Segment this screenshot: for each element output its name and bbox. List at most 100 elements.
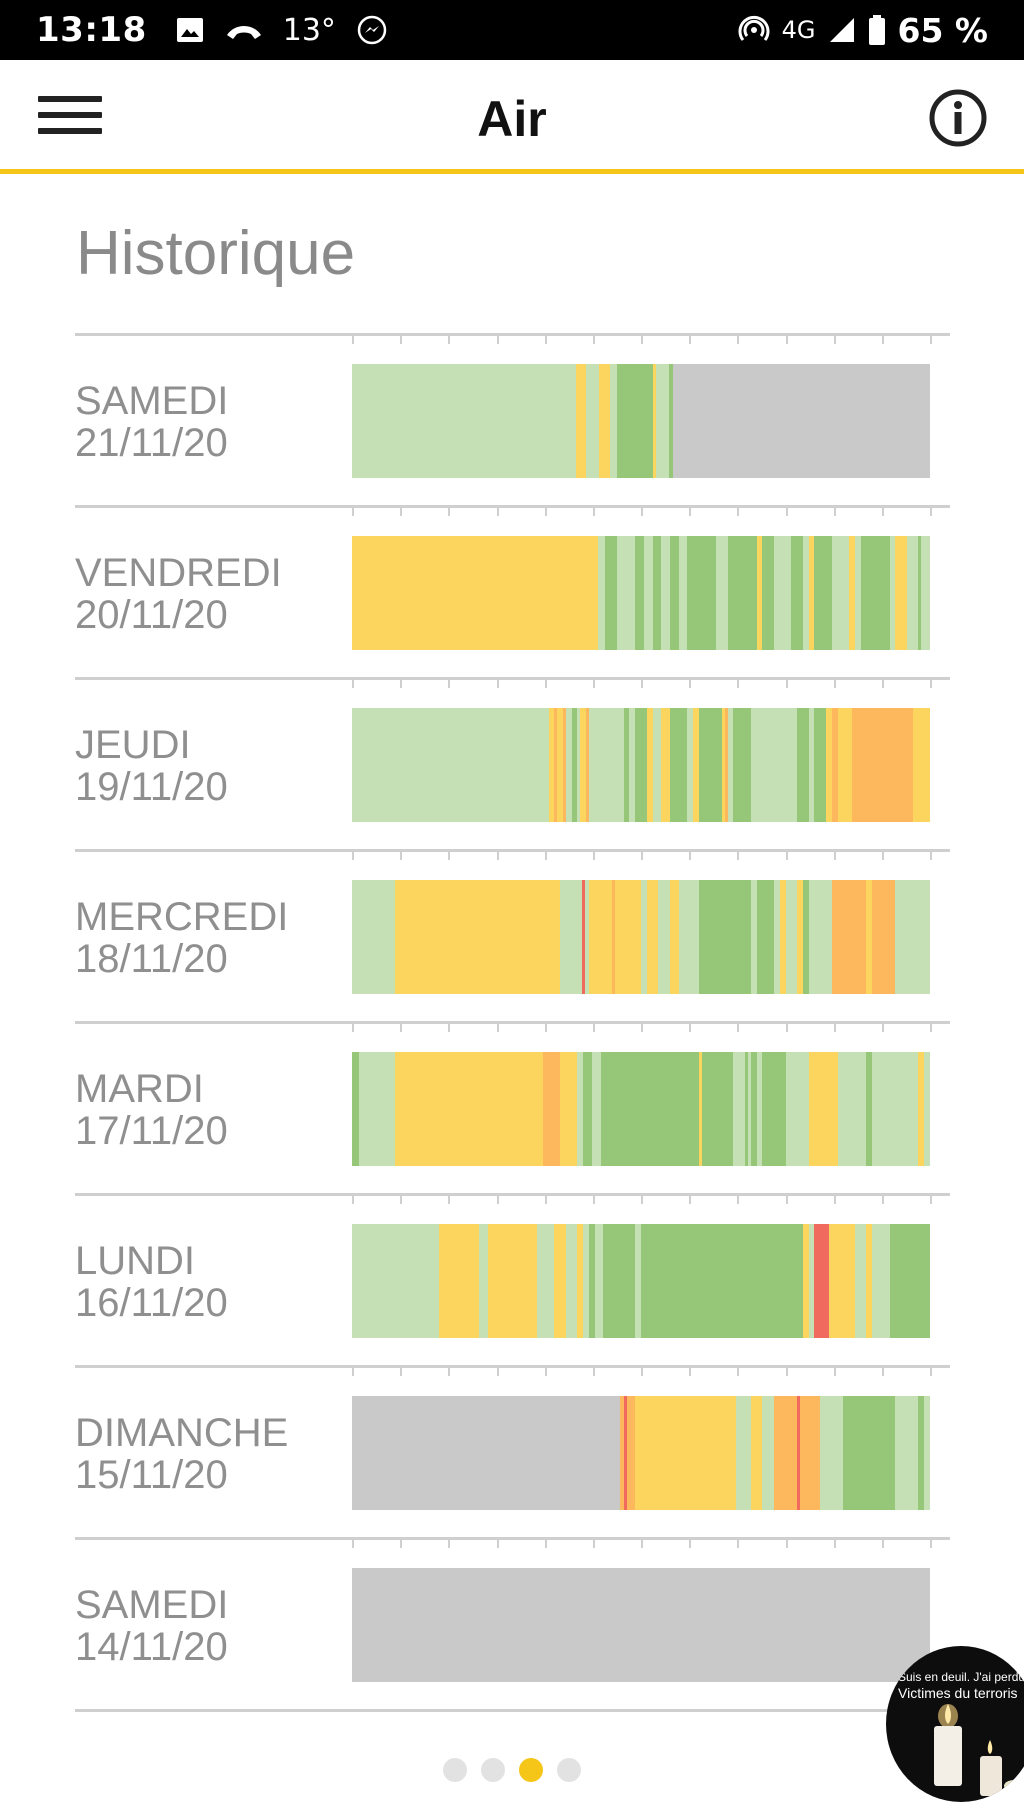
hour-tick [496, 680, 499, 688]
hour-tick [544, 508, 547, 516]
air-quality-segment [605, 536, 617, 650]
air-quality-segment [837, 708, 853, 822]
hour-tick [881, 508, 884, 516]
day-label: DIMANCHE 15/11/20 [75, 1412, 288, 1496]
air-quality-segment [643, 536, 653, 650]
info-button[interactable] [928, 88, 988, 148]
hour-tick [881, 336, 884, 344]
hour-tick [930, 680, 932, 688]
hour-tick [689, 336, 692, 344]
hour-tick [930, 1368, 932, 1376]
day-date: 18/11/20 [75, 937, 228, 981]
history-row: MARDI 17/11/20 [75, 1021, 950, 1193]
air-quality-segment [603, 1224, 636, 1338]
air-quality-timeline-bar[interactable] [352, 1568, 930, 1682]
air-quality-segment [797, 880, 804, 994]
hour-tick [592, 1540, 595, 1548]
air-quality-segment [698, 880, 752, 994]
air-quality-timeline-bar[interactable] [352, 708, 930, 822]
air-quality-segment [673, 364, 930, 478]
hour-tick [496, 1024, 499, 1032]
hour-tick [930, 852, 932, 860]
air-quality-timeline-bar[interactable] [352, 1224, 930, 1338]
page-dot[interactable] [519, 1758, 543, 1782]
air-quality-segment [802, 880, 809, 994]
air-quality-segment [820, 1396, 844, 1510]
hour-tick [641, 336, 643, 344]
floating-chat-bubble[interactable]: Suis en deuil. J'ai perdu Victimes du te… [886, 1646, 1024, 1802]
hour-tick [881, 1024, 884, 1032]
air-quality-segment [716, 536, 728, 650]
air-quality-timeline-bar[interactable] [352, 1052, 930, 1166]
air-quality-segment [808, 1224, 815, 1338]
air-quality-segment [808, 536, 815, 650]
hour-tick [544, 852, 547, 860]
air-quality-segment [554, 708, 558, 822]
hour-tick [881, 852, 884, 860]
air-quality-segment [773, 536, 792, 650]
air-quality-segment [918, 1396, 925, 1510]
menu-button[interactable] [38, 96, 102, 144]
page-dot[interactable] [481, 1758, 505, 1782]
hour-tick [544, 680, 547, 688]
hour-tick [737, 1368, 740, 1376]
hour-tick [689, 1540, 692, 1548]
air-quality-segment [479, 1224, 489, 1338]
day-name: SAMEDI [75, 1583, 229, 1627]
air-quality-segment [560, 880, 583, 994]
hour-tick [881, 1196, 884, 1204]
hour-tick [400, 1196, 403, 1204]
day-label: SAMEDI 14/11/20 [75, 1584, 228, 1668]
air-quality-segment [843, 1396, 896, 1510]
day-date: 21/11/20 [75, 421, 228, 465]
page-dot[interactable] [557, 1758, 581, 1782]
air-quality-timeline-bar[interactable] [352, 364, 930, 478]
air-quality-segment [352, 1224, 439, 1338]
hour-tick [544, 1196, 547, 1204]
history-row: VENDREDI 20/11/20 [75, 505, 950, 677]
air-quality-segment [612, 880, 616, 994]
day-name: MERCREDI [75, 895, 289, 939]
air-quality-segment [866, 880, 873, 994]
section-title: Historique [76, 219, 356, 288]
hour-tick [833, 1024, 836, 1032]
air-quality-segment [565, 1224, 578, 1338]
status-battery-level: 65 % [897, 10, 988, 50]
hour-tick [737, 852, 740, 860]
air-quality-segment [831, 536, 850, 650]
air-quality-segment [577, 708, 581, 822]
page-dot[interactable] [443, 1758, 467, 1782]
air-quality-segment [669, 708, 688, 822]
bubble-text-line1: Suis en deuil. J'ai perdu [898, 1670, 1024, 1684]
app-bar: Air [0, 60, 1024, 174]
air-quality-segment [664, 1224, 804, 1338]
air-quality-timeline-bar[interactable] [352, 1396, 930, 1510]
hour-tick [352, 852, 354, 860]
air-quality-segment [721, 708, 726, 822]
hour-tick [496, 852, 499, 860]
hour-tick [352, 1368, 354, 1376]
air-quality-segment [669, 536, 679, 650]
air-quality-segment [626, 1396, 636, 1510]
air-quality-segment [797, 1396, 801, 1510]
air-quality-segment [687, 536, 717, 650]
air-quality-segment [588, 1224, 596, 1338]
hour-tick [930, 336, 932, 344]
air-quality-segment [352, 536, 598, 650]
status-system-icons: 4G 65 % [738, 11, 988, 50]
air-quality-segment [727, 708, 734, 822]
air-quality-segment [918, 536, 922, 650]
hour-tick [592, 1196, 595, 1204]
air-quality-timeline-bar[interactable] [352, 536, 930, 650]
air-quality-segment [658, 880, 671, 994]
hour-ticks [352, 1024, 932, 1034]
hour-tick [448, 1196, 451, 1204]
air-quality-timeline-bar[interactable] [352, 880, 930, 994]
messenger-icon [357, 15, 387, 45]
air-quality-segment [619, 1396, 624, 1510]
hour-tick [689, 508, 692, 516]
day-name: SAMEDI [75, 379, 229, 423]
air-quality-segment [854, 1224, 867, 1338]
air-quality-segment [924, 1052, 930, 1166]
hour-tick [448, 508, 451, 516]
